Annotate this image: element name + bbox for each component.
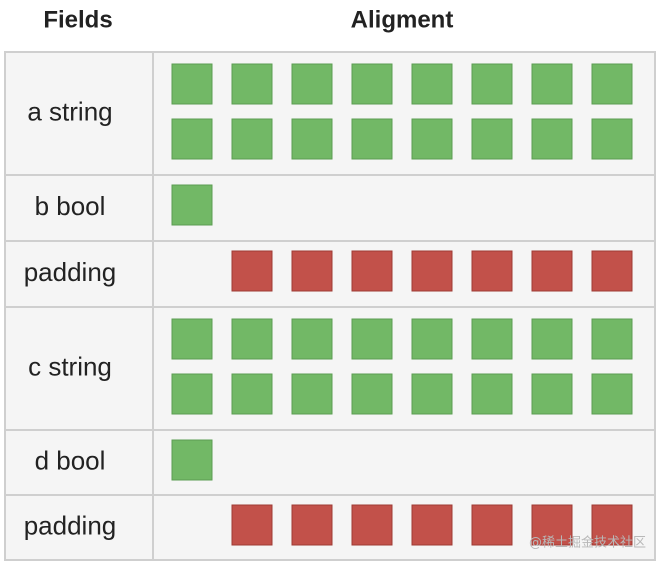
data-byte [411, 373, 453, 415]
field-label: padding [24, 257, 117, 287]
data-byte [591, 118, 633, 160]
field-cell [4, 174, 154, 242]
field-cell [4, 494, 154, 561]
data-byte [171, 439, 213, 481]
padding-byte [591, 250, 633, 292]
data-byte [411, 63, 453, 105]
alignment-cell [152, 429, 656, 496]
field-label: padding [24, 510, 117, 540]
header-fields: Fields [43, 6, 112, 33]
padding-byte [531, 504, 573, 546]
padding-byte [471, 250, 513, 292]
padding-byte [591, 504, 633, 546]
alignment-cell [152, 306, 656, 431]
alignment-cell [152, 174, 656, 242]
padding-byte [291, 250, 333, 292]
padding-byte [351, 504, 393, 546]
data-byte [591, 318, 633, 360]
data-byte [171, 373, 213, 415]
data-byte [411, 118, 453, 160]
data-byte [471, 63, 513, 105]
data-byte [531, 63, 573, 105]
data-byte [531, 318, 573, 360]
data-byte [531, 373, 573, 415]
data-byte [471, 318, 513, 360]
field-label: c string [28, 351, 112, 381]
data-byte [231, 118, 273, 160]
field-label: b bool [35, 191, 106, 221]
data-byte [591, 373, 633, 415]
padding-byte [231, 250, 273, 292]
data-byte [351, 373, 393, 415]
padding-byte [471, 504, 513, 546]
data-byte [291, 118, 333, 160]
data-byte [351, 118, 393, 160]
field-cell [4, 51, 154, 176]
field-cell [4, 306, 154, 431]
data-byte [231, 373, 273, 415]
data-byte [231, 318, 273, 360]
data-byte [291, 318, 333, 360]
padding-byte [411, 250, 453, 292]
padding-byte [231, 504, 273, 546]
field-label: d bool [35, 445, 106, 475]
data-byte [471, 373, 513, 415]
data-byte [171, 184, 213, 226]
data-byte [531, 118, 573, 160]
alignment-cell [152, 240, 656, 308]
data-byte [171, 63, 213, 105]
data-byte [591, 63, 633, 105]
data-byte [351, 63, 393, 105]
data-byte [231, 63, 273, 105]
field-label: a string [27, 96, 112, 126]
data-byte [171, 118, 213, 160]
padding-byte [411, 504, 453, 546]
table-body: a string b bool padding c string d bool paddi… [4, 51, 656, 561]
data-byte [291, 63, 333, 105]
padding-byte [531, 250, 573, 292]
data-byte [351, 318, 393, 360]
data-byte [291, 373, 333, 415]
data-byte [411, 318, 453, 360]
alignment-cell [152, 51, 656, 176]
padding-byte [291, 504, 333, 546]
padding-byte [351, 250, 393, 292]
data-byte [171, 318, 213, 360]
header-alignment: Aligment [351, 6, 454, 33]
data-byte [471, 118, 513, 160]
watermark: @稀土掘金技术社区 [529, 535, 646, 551]
